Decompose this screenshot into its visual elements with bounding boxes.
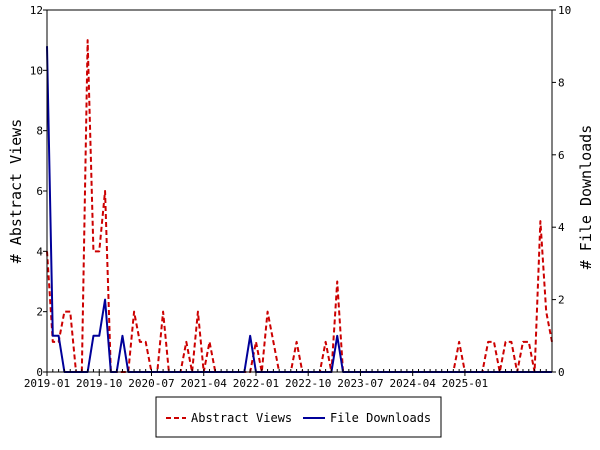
x-tick-label: 2022-10 — [285, 377, 331, 390]
legend-box — [155, 396, 442, 438]
y-tick-label: 2 — [36, 306, 43, 319]
y2-axis-title: # File Downloads — [577, 125, 595, 270]
x-tick-label: 2019-01 — [24, 377, 70, 390]
y-tick-label: 10 — [30, 64, 43, 77]
y-axis-ticks: 0 2 4 6 8 10 12 — [30, 4, 47, 379]
x-tick-label: 2019-10 — [76, 377, 122, 390]
y2-tick-label: 0 — [558, 366, 565, 379]
y2-tick-label: 8 — [558, 76, 565, 89]
y2-tick-label: 4 — [558, 221, 565, 234]
x-axis-ticks: 2019-01 2019-10 2020-07 2021-04 2022-01 2022-… — [24, 369, 553, 390]
legend-label-file-downloads: File Downloads — [330, 411, 431, 425]
x-tick-label: 2020-07 — [128, 377, 174, 390]
y-tick-label: 12 — [30, 4, 43, 17]
y2-tick-label: 6 — [558, 149, 565, 162]
y-tick-label: 6 — [36, 185, 43, 198]
y2-tick-label: 2 — [558, 294, 565, 307]
y-tick-label: 4 — [36, 245, 43, 258]
x-tick-label: 2025-01 — [442, 377, 488, 390]
y2-axis-ticks: 0 2 4 6 8 10 — [552, 4, 571, 379]
legend: Abstract Views File Downloads — [155, 396, 442, 438]
legend-label-abstract-views: Abstract Views — [191, 411, 292, 425]
y-axis-title: # Abstract Views — [7, 119, 25, 264]
x-tick-label: 2022-01 — [233, 377, 279, 390]
x-tick-label: 2023-07 — [337, 377, 383, 390]
y-tick-label: 0 — [36, 366, 43, 379]
y2-tick-label: 10 — [558, 4, 571, 17]
x-tick-label: 2024-04 — [390, 377, 437, 390]
x-tick-label: 2021-04 — [181, 377, 228, 390]
y-tick-label: 8 — [36, 125, 43, 138]
